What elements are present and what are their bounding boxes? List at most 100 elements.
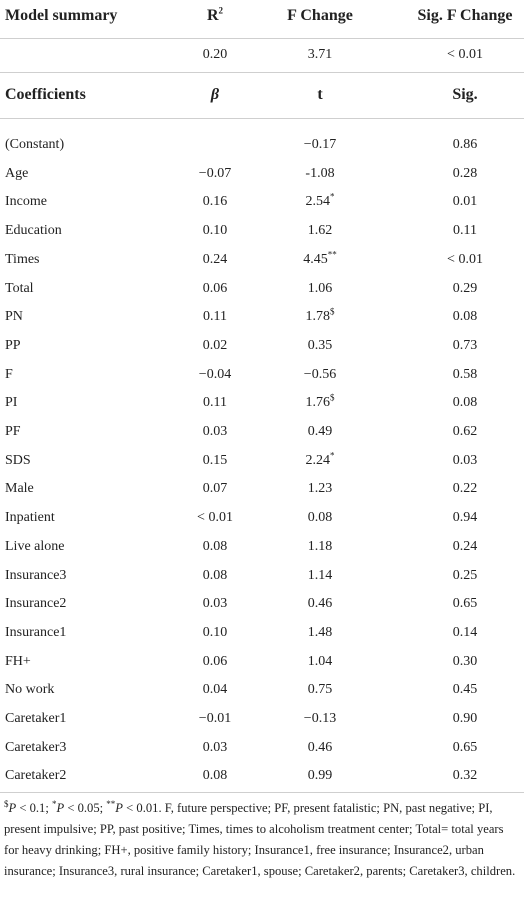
- sig-cell-text: 0.62: [452, 424, 478, 439]
- beta-cell-text: 0.11: [203, 309, 227, 325]
- t-cell-text: 0.35: [307, 337, 333, 353]
- beta-cell-text: 0.02: [202, 337, 228, 353]
- t-cell-text: 0.99: [307, 768, 333, 784]
- row-label-text: PN: [5, 309, 23, 325]
- row-label-text: Income: [5, 194, 47, 210]
- summary-cell: 3.71: [308, 45, 333, 65]
- row-label-text: Times: [5, 251, 40, 267]
- row-label: Age: [5, 164, 28, 184]
- beta-cell-text: 0.10: [202, 624, 228, 640]
- beta-cell: 0.10: [203, 623, 228, 643]
- row-label-text: Insurance1: [5, 624, 67, 640]
- coef-header-cell: Coefficients: [5, 85, 86, 105]
- summary-cell-text: < 0.01: [447, 47, 483, 62]
- t-cell-text: 0.46: [307, 596, 333, 612]
- t-cell-text: 1.23: [307, 481, 333, 497]
- row-label: Caretaker1: [5, 709, 66, 729]
- sig-cell: 0.62: [453, 422, 478, 442]
- row-label: Live alone: [5, 537, 64, 557]
- sig-cell: 0.65: [453, 738, 478, 758]
- footnote-pvalue: P < 0.01.: [115, 801, 162, 815]
- header-cell-text: R: [206, 7, 219, 24]
- beta-cell: 0.08: [203, 537, 228, 557]
- row-label: PF: [5, 422, 21, 442]
- row-label-text: FH+: [5, 653, 31, 669]
- sig-cell: 0.58: [453, 365, 478, 385]
- row-label-text: SDS: [5, 452, 31, 468]
- beta-cell-text: 0.24: [202, 251, 228, 267]
- sig-cell: 0.01: [453, 192, 478, 212]
- beta-cell-text: 0.08: [202, 538, 228, 554]
- beta-cell-text: 0.03: [202, 424, 228, 439]
- beta-cell: 0.06: [203, 279, 228, 299]
- beta-cell: 0.10: [203, 221, 228, 241]
- sig-cell-text: 0.29: [452, 280, 478, 296]
- t-cell-text: 0.08: [307, 510, 333, 526]
- t-cell-text: -1.08: [305, 165, 335, 181]
- sig-cell: 0.28: [453, 164, 478, 184]
- beta-cell: 0.16: [203, 192, 228, 212]
- t-cell: 1.14: [308, 566, 333, 586]
- row-label: PP: [5, 336, 21, 356]
- sig-cell: 0.08: [453, 393, 478, 413]
- beta-cell: 0.24: [203, 250, 228, 270]
- sig-cell: 0.11: [453, 221, 477, 241]
- sig-cell-text: 0.86: [452, 137, 478, 152]
- t-cell-text: 2.54: [305, 194, 331, 210]
- header-cell: F Change: [287, 6, 353, 26]
- row-label-text: PI: [5, 395, 18, 411]
- t-cell: 2.54*: [306, 192, 335, 212]
- row-label-text: Insurance3: [5, 567, 67, 583]
- sig-cell-text: 0.08: [452, 395, 478, 411]
- rule: [0, 118, 524, 119]
- beta-cell: 0.11: [203, 307, 227, 327]
- header-cell-text: F Change: [287, 7, 353, 24]
- sig-cell-text: 0.90: [452, 711, 478, 726]
- t-cell-text: 0.46: [307, 739, 333, 755]
- sig-cell-text: 0.73: [452, 337, 478, 353]
- beta-cell: 0.08: [203, 566, 228, 586]
- row-label: Caretaker3: [5, 738, 66, 758]
- row-label-text: Male: [5, 481, 34, 497]
- beta-cell-text: < 0.01: [197, 510, 233, 526]
- beta-cell: < 0.01: [197, 508, 233, 528]
- beta-cell-text: 0.03: [202, 596, 228, 612]
- beta-cell: 0.08: [203, 766, 228, 786]
- row-label-text: Live alone: [5, 538, 65, 554]
- sig-cell: 0.32: [453, 766, 478, 786]
- sig-cell: < 0.01: [447, 250, 483, 270]
- sig-cell: 0.29: [453, 279, 478, 299]
- coef-header-cell-text: Coefficients: [5, 86, 86, 103]
- t-cell: 1.78$: [306, 307, 335, 327]
- beta-cell-text: 0.16: [202, 194, 228, 210]
- superscript: $: [330, 392, 335, 403]
- beta-cell: 0.07: [203, 479, 228, 499]
- row-label-text: Caretaker1: [5, 711, 67, 726]
- sig-cell: 0.22: [453, 479, 478, 499]
- sig-cell: 0.73: [453, 336, 478, 356]
- t-cell: 0.46: [308, 594, 333, 614]
- t-cell: 0.75: [308, 680, 333, 700]
- beta-cell-text: 0.11: [203, 395, 227, 411]
- t-cell: 1.76$: [306, 393, 335, 413]
- sig-cell: 0.45: [453, 680, 478, 700]
- beta-cell-text: 0.15: [202, 452, 228, 468]
- row-label-text: Education: [5, 223, 62, 239]
- footnote-symbol: *: [52, 798, 57, 809]
- t-cell: 1.23: [308, 479, 333, 499]
- row-label-text: Inpatient: [5, 510, 55, 526]
- row-label: Insurance1: [5, 623, 66, 643]
- row-label: Male: [5, 479, 34, 499]
- t-cell-text: −0.13: [303, 711, 337, 726]
- footnote-pvalue: P < 0.05;: [56, 801, 104, 815]
- row-label-text: PP: [5, 337, 21, 353]
- sig-cell: 0.24: [453, 537, 478, 557]
- beta-cell-text: 0.08: [202, 567, 228, 583]
- beta-cell-text: 0.06: [202, 280, 228, 296]
- superscript: 2: [218, 5, 224, 16]
- beta-cell: −0.07: [199, 164, 231, 184]
- sig-cell-text: 0.65: [452, 739, 478, 755]
- summary-cell: < 0.01: [447, 45, 483, 65]
- t-cell-text: 0.49: [307, 424, 333, 439]
- t-cell: −0.17: [304, 135, 336, 155]
